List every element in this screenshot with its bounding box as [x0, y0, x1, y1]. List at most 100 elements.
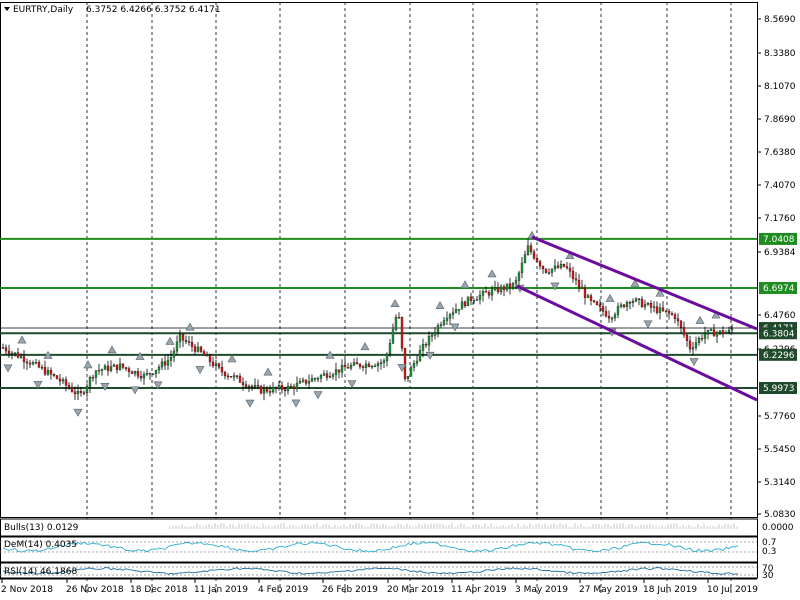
fractal-up-icon: [390, 299, 400, 307]
candle-body: [358, 363, 362, 367]
candle: [109, 360, 113, 373]
price-tag-label: 6.2296: [763, 351, 795, 361]
candle: [217, 362, 221, 370]
candle: [220, 360, 224, 377]
candle: [244, 380, 248, 389]
candle: [124, 366, 128, 372]
candle-body: [208, 354, 212, 363]
candle-body: [229, 376, 233, 378]
candle: [496, 282, 500, 295]
candle-body: [682, 327, 686, 336]
candle-body: [283, 389, 287, 391]
candle-body: [382, 360, 386, 363]
candle: [280, 381, 284, 394]
candle-body: [529, 245, 533, 253]
fractal-down-icon: [689, 358, 699, 366]
candle: [268, 384, 272, 397]
candle: [292, 383, 296, 396]
candle: [724, 330, 728, 335]
candle: [400, 316, 404, 352]
dem-level-label: 0.3: [762, 547, 776, 557]
candle-body: [124, 367, 128, 369]
candle: [469, 292, 473, 306]
candle-body: [400, 317, 404, 349]
candle: [346, 362, 350, 369]
candle-body: [697, 338, 701, 343]
chart-header: EURTRY,Daily 6.3752 6.4266 6.3752 6.4171: [4, 5, 221, 15]
candle: [226, 373, 230, 380]
candle-body: [556, 265, 560, 268]
candle-body: [19, 356, 23, 358]
candle: [25, 358, 29, 370]
fractal-down-icon: [153, 381, 163, 390]
candle: [592, 299, 596, 304]
candle: [196, 342, 200, 353]
price-tag-box: [759, 232, 797, 245]
candle: [82, 390, 86, 396]
candle: [106, 360, 110, 376]
candle: [532, 249, 536, 260]
candle: [22, 349, 26, 369]
candle: [529, 242, 533, 255]
candle: [103, 364, 107, 370]
candle-body: [7, 350, 11, 354]
candle: [64, 376, 68, 392]
rsi-level-label: 30: [762, 571, 774, 581]
fractal-up-icon: [565, 251, 575, 260]
candle-body: [415, 360, 419, 364]
candle: [157, 364, 161, 374]
candle-body: [253, 385, 257, 387]
candle: [373, 363, 377, 368]
candle: [121, 363, 125, 370]
candle-body: [418, 350, 422, 362]
fractal-up-icon: [263, 367, 273, 376]
candle: [208, 353, 212, 367]
candle: [79, 386, 83, 397]
candle: [457, 309, 461, 315]
candle-body: [301, 379, 305, 382]
dem-level-label: 0.7: [762, 538, 776, 548]
candle-body: [256, 385, 260, 387]
candle: [181, 333, 185, 348]
candle-body: [469, 296, 473, 301]
candle: [730, 324, 734, 334]
candle-body: [679, 320, 683, 328]
candle-body: [37, 361, 41, 368]
fractal-down-icon: [100, 383, 110, 391]
candle: [49, 367, 53, 380]
candle-body: [727, 329, 731, 333]
candle-body: [328, 376, 332, 378]
candle-body: [613, 314, 617, 319]
candle: [463, 300, 467, 309]
candle: [631, 298, 635, 308]
candle-body: [526, 245, 530, 255]
candle-body: [460, 301, 464, 310]
candle: [160, 357, 164, 371]
candle: [676, 313, 680, 327]
candle: [514, 276, 518, 290]
dropdown-arrow-icon[interactable]: [4, 7, 10, 11]
candle-body: [211, 361, 215, 367]
candle: [259, 384, 263, 395]
candle-body: [259, 386, 263, 394]
candle-body: [403, 348, 407, 379]
candle: [574, 272, 578, 286]
candle-body: [421, 344, 425, 351]
candle-body: [565, 266, 569, 269]
candle: [88, 375, 92, 394]
candle: [682, 321, 686, 338]
candle: [388, 338, 392, 358]
candle: [331, 372, 335, 380]
candle-body: [298, 381, 302, 384]
candle: [508, 277, 512, 295]
candle: [100, 368, 104, 376]
price-tag: 6.2296: [759, 348, 797, 361]
dem-label: DeM(14) 0.4035: [4, 540, 77, 550]
candle-body: [553, 265, 557, 270]
candle-body: [28, 362, 32, 365]
candle: [127, 366, 131, 378]
price-tick-label: 5.0830: [764, 510, 796, 520]
candle: [655, 301, 659, 315]
fractal-up-icon: [695, 315, 705, 324]
